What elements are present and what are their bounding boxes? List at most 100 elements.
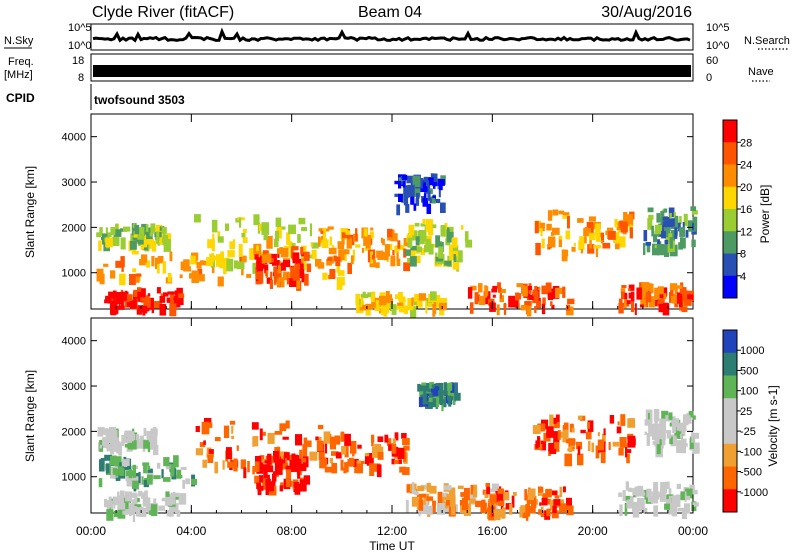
data-cell [136,305,143,315]
data-cell [157,264,160,274]
data-cell [423,176,429,183]
data-cell [415,198,420,206]
data-cell [123,497,129,510]
data-cell [426,180,430,187]
data-cell [403,238,408,247]
data-cell [692,222,695,231]
data-cell [285,478,290,488]
data-cell [437,179,445,186]
data-cell [454,382,457,396]
data-cell [509,503,513,515]
data-cell [593,244,601,249]
data-cell [110,441,114,455]
data-cell [497,282,501,286]
data-cell [299,449,303,459]
data-cell [420,240,425,245]
data-cell [128,469,132,479]
data-cell [243,467,247,479]
data-cell [414,491,419,496]
data-cell [163,292,169,297]
data-cell [399,466,406,473]
data-cell [444,260,452,266]
data-cell [550,301,553,307]
data-cell [223,425,230,439]
data-cell [432,173,438,186]
data-cell [680,440,687,454]
data-cell [653,437,658,441]
data-cell [587,422,590,429]
colorbar-tick-label: 24 [740,160,752,172]
data-cell [566,505,574,516]
data-cell [173,297,178,302]
data-cell [551,490,558,496]
data-cell [438,186,441,198]
data-cell [115,292,122,304]
data-cell [297,468,301,479]
data-cell [410,250,416,262]
data-cell [332,245,335,250]
data-cell [377,436,384,443]
data-cell [545,488,552,498]
data-cell [118,466,124,476]
data-cell [668,488,672,500]
data-cell [652,243,660,256]
data-cell [618,236,626,248]
data-cell [675,494,681,508]
data-cell [121,264,124,272]
colorbar-tick-label: -100 [740,446,762,458]
data-cell [608,231,616,240]
data-cell [624,503,628,516]
data-cell [321,239,329,249]
data-cell [491,288,498,293]
data-cell [636,287,642,300]
data-cell [226,258,234,272]
data-cell [189,273,193,279]
data-cell [191,478,198,485]
x-tick-label: 12:00 [377,524,407,538]
data-cell [590,223,599,229]
data-cell [692,489,698,495]
data-cell [674,418,680,423]
colorbar-segment [723,231,737,254]
data-cell [492,285,498,290]
data-cell [257,485,262,496]
data-cell [552,209,559,216]
x-axis-title: Time UT [369,539,415,553]
data-cell [241,255,247,263]
data-cell [406,175,413,184]
data-cell [195,448,203,456]
data-cell [434,386,440,391]
data-band [104,287,185,317]
data-cell [647,207,654,213]
data-cell [233,260,239,269]
data-cell [363,228,368,237]
data-cell [119,490,125,497]
data-cell [402,174,408,181]
data-cell [427,383,431,393]
data-cell [676,292,681,304]
data-cell [403,445,410,451]
data-cell [532,289,536,297]
data-cell [675,285,683,289]
data-cell [408,224,415,236]
data-cell [434,256,442,267]
data-cell [625,481,629,491]
data-cell [683,213,688,227]
data-cell [399,300,405,313]
data-cell [539,222,545,229]
data-cell [179,274,183,279]
colorbar-tick-label: 1000 [740,345,764,357]
data-cell [241,233,246,238]
data-cell [430,173,435,178]
data-cell [133,231,139,238]
data-cell [267,481,274,492]
colorbar-segment [723,275,737,299]
data-cell [107,503,111,508]
colorbar-segment [723,164,737,188]
data-cell [457,485,464,490]
data-cell [456,250,463,263]
data-cell [279,247,284,254]
data-cell [258,475,264,483]
data-cell [425,219,433,232]
data-cell [417,230,420,238]
